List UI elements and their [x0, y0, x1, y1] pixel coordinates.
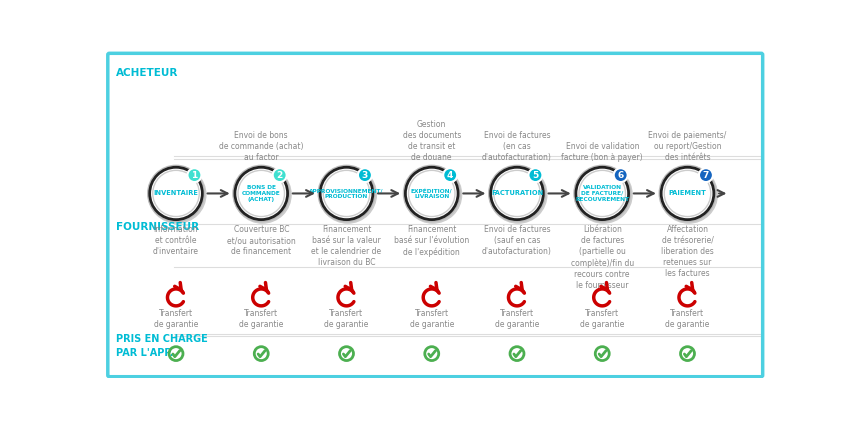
Text: PRIS EN CHARGE
PAR L'APP.: PRIS EN CHARGE PAR L'APP.	[116, 334, 207, 357]
Text: Envoi de paiements/
ou report/Gestion
des intérêts: Envoi de paiements/ ou report/Gestion de…	[649, 130, 727, 162]
Circle shape	[489, 165, 546, 221]
Circle shape	[576, 167, 629, 220]
Text: Information
et contrôle
d'inventaire: Information et contrôle d'inventaire	[153, 225, 199, 256]
Text: 7: 7	[703, 170, 709, 180]
Circle shape	[661, 167, 714, 220]
Text: 6: 6	[618, 170, 624, 180]
Circle shape	[660, 165, 716, 221]
Circle shape	[358, 168, 372, 182]
Circle shape	[150, 167, 202, 220]
Text: 1: 1	[191, 170, 197, 180]
Text: FACTURATION: FACTURATION	[490, 190, 543, 196]
Circle shape	[490, 167, 543, 220]
Text: Transfert
de garantie: Transfert de garantie	[495, 309, 539, 329]
Text: VALIDATION
DE FACTURE/
RECOUVREMENT: VALIDATION DE FACTURE/ RECOUVREMENT	[575, 185, 629, 202]
Text: Envoi de bons
de commande (achat)
au factor: Envoi de bons de commande (achat) au fac…	[219, 130, 303, 162]
Text: Envoi de factures
(sauf en cas
d'autofacturation): Envoi de factures (sauf en cas d'autofac…	[482, 225, 552, 256]
Text: Financement
basé sur l'évolution
de l'expédition: Financement basé sur l'évolution de l'ex…	[394, 225, 469, 257]
Text: FOURNISSEUR: FOURNISSEUR	[116, 221, 199, 232]
Text: Transfert
de garantie: Transfert de garantie	[325, 309, 369, 329]
Circle shape	[320, 167, 373, 220]
Text: Affectation
de trésorerie/
liberation des
retenues sur
les factures: Affectation de trésorerie/ liberation de…	[661, 225, 714, 278]
Circle shape	[234, 166, 291, 223]
Circle shape	[405, 167, 458, 220]
Circle shape	[699, 168, 713, 182]
Text: 3: 3	[362, 170, 368, 180]
Text: BONS DE
COMMANDE
(ACHAT): BONS DE COMMANDE (ACHAT)	[242, 185, 280, 202]
Text: Transfert
de garantie: Transfert de garantie	[666, 309, 710, 329]
Text: Financement
basé sur la valeur
et le calendrier de
livraison du BC: Financement basé sur la valeur et le cal…	[311, 225, 382, 267]
Text: 5: 5	[532, 170, 539, 180]
Text: Gestion
des documents
de transit et
de douane: Gestion des documents de transit et de d…	[403, 119, 461, 162]
Circle shape	[235, 167, 287, 220]
Circle shape	[443, 168, 457, 182]
Text: Transfert
de garantie: Transfert de garantie	[580, 309, 625, 329]
Circle shape	[614, 168, 627, 182]
Text: Couverture BC
et/ou autorisation
de financement: Couverture BC et/ou autorisation de fina…	[227, 225, 296, 256]
Text: ACHETEUR: ACHETEUR	[116, 68, 178, 78]
Circle shape	[188, 168, 201, 182]
Circle shape	[660, 166, 717, 223]
Circle shape	[149, 166, 206, 223]
Circle shape	[575, 166, 632, 223]
Text: INVENTAIRE: INVENTAIRE	[154, 190, 198, 196]
Text: 4: 4	[447, 170, 453, 180]
Circle shape	[529, 168, 542, 182]
Text: EXPÉDITION/
LIVRAISON: EXPÉDITION/ LIVRAISON	[411, 188, 452, 199]
Circle shape	[490, 166, 547, 223]
Circle shape	[319, 166, 377, 223]
Text: Transfert
de garantie: Transfert de garantie	[410, 309, 454, 329]
Text: APPROVISIONNEMENT/
PRODUCTION: APPROVISIONNEMENT/ PRODUCTION	[309, 188, 383, 199]
Circle shape	[574, 165, 631, 221]
Circle shape	[404, 165, 460, 221]
Circle shape	[233, 165, 290, 221]
Circle shape	[273, 168, 286, 182]
Text: 2: 2	[276, 170, 283, 180]
Circle shape	[318, 165, 375, 221]
Circle shape	[405, 166, 462, 223]
Text: Envoi de factures
(en cas
d'autofacturation): Envoi de factures (en cas d'autofacturat…	[482, 130, 552, 162]
Circle shape	[148, 165, 204, 221]
Text: Transfert
de garantie: Transfert de garantie	[154, 309, 198, 329]
Text: Envoi de validation
facture (bon à payer): Envoi de validation facture (bon à payer…	[562, 142, 643, 162]
Text: Libération
de factures
(partielle ou
complète)/fin du
recours contre
le fourniss: Libération de factures (partielle ou com…	[570, 225, 634, 290]
Text: PAIEMENT: PAIEMENT	[669, 190, 706, 196]
Text: Transfert
de garantie: Transfert de garantie	[239, 309, 283, 329]
